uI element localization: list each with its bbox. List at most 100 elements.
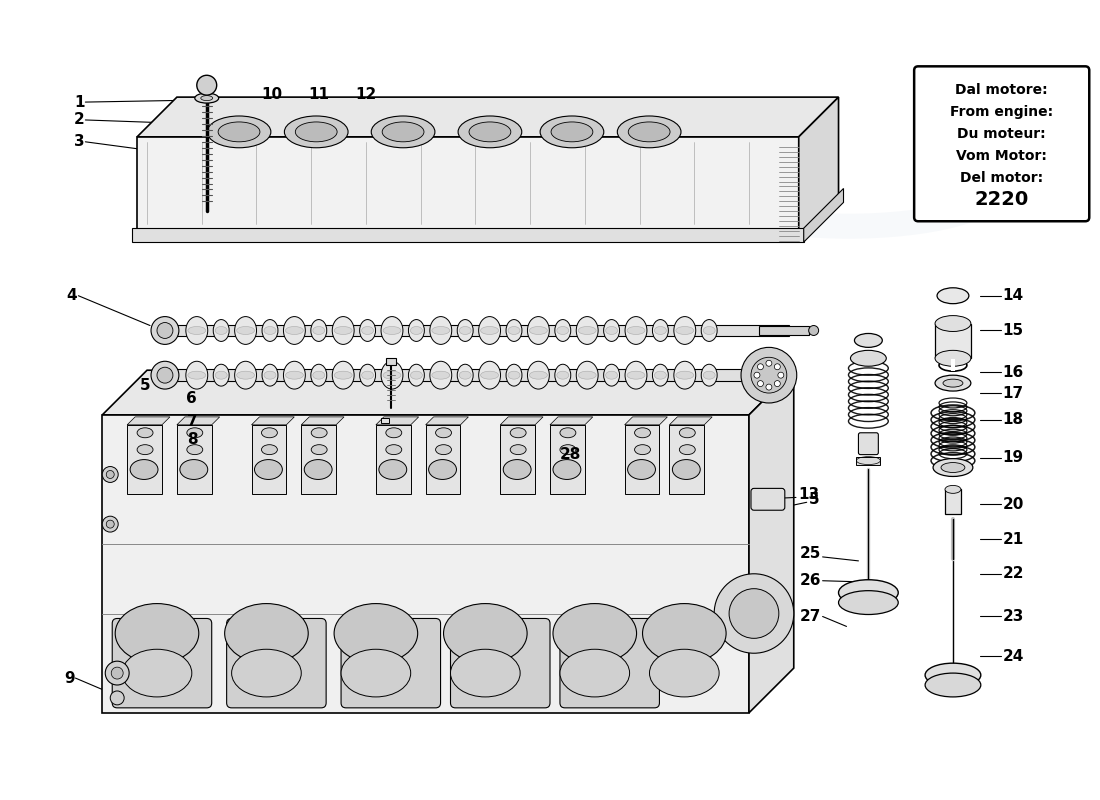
- Ellipse shape: [925, 663, 981, 687]
- Text: Dal motore:: Dal motore:: [956, 83, 1048, 97]
- Ellipse shape: [232, 650, 301, 697]
- FancyBboxPatch shape: [112, 618, 211, 708]
- Text: 5: 5: [808, 492, 820, 507]
- Ellipse shape: [937, 288, 969, 304]
- Bar: [625, 425, 659, 494]
- Bar: [177, 370, 789, 381]
- Ellipse shape: [285, 326, 304, 334]
- Ellipse shape: [116, 603, 199, 663]
- Bar: [128, 425, 162, 494]
- Ellipse shape: [935, 375, 971, 391]
- Text: 4: 4: [67, 288, 77, 303]
- Ellipse shape: [213, 364, 229, 386]
- Bar: [759, 326, 808, 335]
- Ellipse shape: [850, 350, 887, 366]
- Circle shape: [766, 384, 772, 390]
- Ellipse shape: [935, 350, 971, 366]
- FancyBboxPatch shape: [560, 618, 659, 708]
- Ellipse shape: [187, 445, 202, 454]
- Text: 14: 14: [1003, 288, 1024, 303]
- Ellipse shape: [838, 580, 899, 606]
- Circle shape: [107, 520, 114, 528]
- Ellipse shape: [551, 122, 593, 142]
- Text: 28: 28: [560, 447, 581, 462]
- Ellipse shape: [557, 371, 569, 379]
- Ellipse shape: [625, 317, 647, 344]
- Ellipse shape: [429, 459, 456, 479]
- Ellipse shape: [262, 428, 277, 438]
- Ellipse shape: [701, 319, 717, 342]
- Text: 24: 24: [1003, 649, 1024, 664]
- Polygon shape: [799, 97, 838, 236]
- Ellipse shape: [130, 459, 158, 479]
- Ellipse shape: [529, 326, 548, 334]
- Polygon shape: [500, 417, 543, 425]
- Ellipse shape: [213, 319, 229, 342]
- Polygon shape: [177, 417, 220, 425]
- Ellipse shape: [311, 364, 327, 386]
- Circle shape: [774, 381, 780, 386]
- Ellipse shape: [234, 317, 256, 344]
- Polygon shape: [749, 370, 794, 713]
- Ellipse shape: [604, 319, 619, 342]
- Circle shape: [808, 326, 818, 335]
- Polygon shape: [138, 97, 838, 137]
- Ellipse shape: [285, 116, 348, 148]
- Ellipse shape: [478, 317, 500, 344]
- Text: 2: 2: [74, 113, 85, 127]
- Ellipse shape: [554, 319, 571, 342]
- Bar: [426, 425, 461, 494]
- Polygon shape: [301, 417, 344, 425]
- Ellipse shape: [334, 603, 418, 663]
- Text: 10: 10: [261, 86, 282, 102]
- Circle shape: [758, 381, 763, 386]
- Ellipse shape: [855, 334, 882, 347]
- Ellipse shape: [334, 371, 352, 379]
- Ellipse shape: [606, 371, 617, 379]
- Ellipse shape: [560, 650, 629, 697]
- Ellipse shape: [627, 371, 645, 379]
- Ellipse shape: [311, 319, 327, 342]
- Circle shape: [151, 317, 179, 344]
- Ellipse shape: [186, 317, 208, 344]
- FancyBboxPatch shape: [451, 618, 550, 708]
- Ellipse shape: [180, 459, 208, 479]
- Ellipse shape: [649, 650, 719, 697]
- Circle shape: [107, 470, 114, 478]
- FancyBboxPatch shape: [858, 433, 878, 454]
- Ellipse shape: [506, 319, 522, 342]
- Ellipse shape: [459, 326, 471, 334]
- Ellipse shape: [410, 326, 422, 334]
- Ellipse shape: [360, 319, 375, 342]
- Ellipse shape: [207, 116, 271, 148]
- Ellipse shape: [674, 317, 695, 344]
- Ellipse shape: [311, 445, 327, 454]
- Ellipse shape: [652, 364, 669, 386]
- Polygon shape: [102, 370, 794, 415]
- Ellipse shape: [432, 326, 450, 334]
- Ellipse shape: [703, 371, 715, 379]
- Ellipse shape: [362, 326, 374, 334]
- Ellipse shape: [557, 326, 569, 334]
- Text: Du moteur:: Du moteur:: [957, 127, 1046, 141]
- Text: 17: 17: [1003, 386, 1024, 401]
- Ellipse shape: [945, 486, 961, 494]
- Ellipse shape: [579, 371, 596, 379]
- Text: 13: 13: [799, 487, 820, 502]
- Ellipse shape: [262, 445, 277, 454]
- Ellipse shape: [508, 326, 520, 334]
- Circle shape: [106, 661, 129, 685]
- Ellipse shape: [458, 364, 473, 386]
- Ellipse shape: [458, 116, 521, 148]
- Polygon shape: [376, 417, 419, 425]
- Circle shape: [751, 358, 786, 393]
- Ellipse shape: [838, 590, 899, 614]
- Ellipse shape: [218, 122, 260, 142]
- Circle shape: [714, 574, 794, 654]
- Ellipse shape: [312, 326, 324, 334]
- Polygon shape: [670, 417, 712, 425]
- Ellipse shape: [295, 122, 337, 142]
- Bar: [857, 457, 880, 465]
- Ellipse shape: [216, 371, 228, 379]
- Ellipse shape: [408, 364, 425, 386]
